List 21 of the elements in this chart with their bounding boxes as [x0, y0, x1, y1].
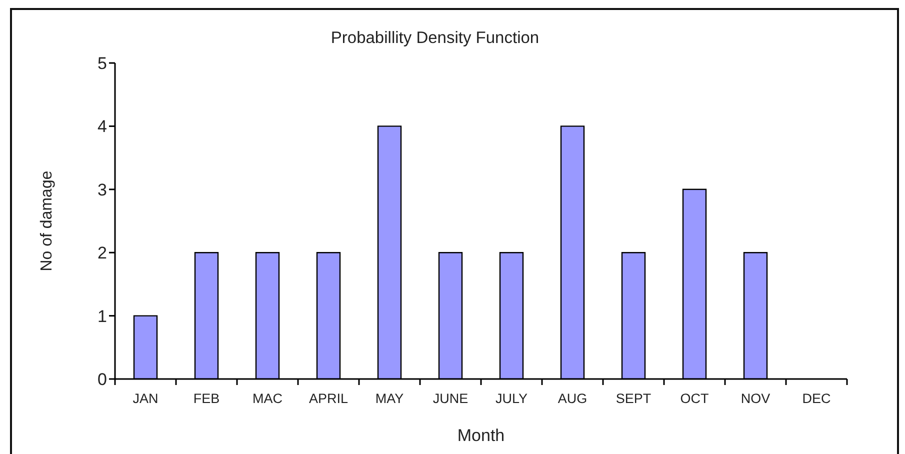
y-tick-label: 1: [98, 306, 107, 326]
y-tick-label: 2: [98, 244, 107, 263]
x-tick-label: JAN: [132, 391, 158, 406]
x-tick-label: SEPT: [616, 391, 652, 406]
x-tick-label: JUNE: [432, 391, 468, 406]
y-axis-title: No of damage: [38, 170, 56, 272]
x-tick-label: NOV: [740, 391, 770, 406]
x-tick-label: DEC: [802, 391, 831, 406]
y-tick-label: 5: [98, 54, 107, 74]
x-tick-label: AUG: [558, 391, 588, 406]
y-tick-label: 3: [98, 180, 107, 200]
x-tick-label: MAY: [375, 391, 404, 406]
x-tick-label: JULY: [495, 391, 528, 406]
x-axis-title: Month: [457, 426, 505, 446]
x-tick-label: OCT: [680, 391, 709, 406]
chart-title: Probabillity Density Function: [330, 29, 540, 48]
y-tick-label: 4: [98, 117, 107, 136]
y-tick-label: 0: [98, 370, 107, 390]
x-tick-label: FEB: [193, 391, 220, 406]
x-tick-label: APRIL: [308, 391, 348, 406]
x-tick-label: MAC: [252, 391, 283, 406]
